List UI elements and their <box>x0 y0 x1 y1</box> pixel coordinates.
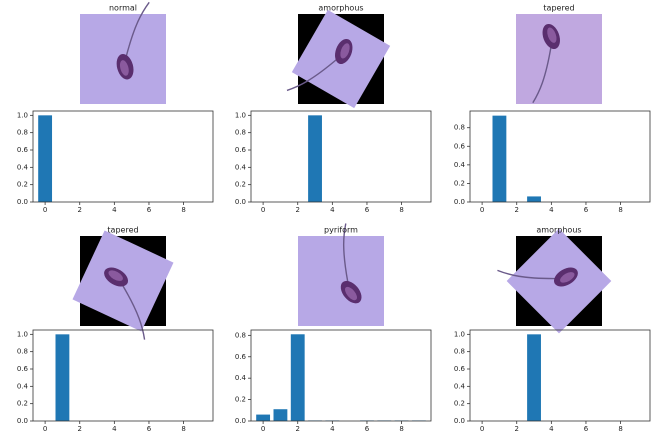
x-tick-label: 4 <box>330 206 335 214</box>
x-tick-label: 6 <box>365 206 370 214</box>
x-tick-label: 4 <box>112 425 117 433</box>
x-tick-label: 2 <box>514 425 518 433</box>
x-tick-label: 0 <box>480 425 484 433</box>
x-tick-label: 4 <box>549 425 554 433</box>
axes-frame <box>470 330 650 421</box>
x-tick-label: 8 <box>618 425 622 433</box>
y-tick-label: 0.0 <box>454 417 465 425</box>
x-tick-label: 8 <box>399 206 403 214</box>
y-tick-label: 0.2 <box>17 400 28 408</box>
x-tick-label: 6 <box>147 206 152 214</box>
y-tick-label: 0.0 <box>454 198 465 206</box>
y-tick-label: 0.6 <box>17 146 29 154</box>
chart-title: tapered <box>107 226 138 235</box>
y-tick-label: 0.6 <box>454 365 466 373</box>
x-tick-label: 8 <box>181 206 185 214</box>
x-tick-label: 6 <box>147 425 152 433</box>
y-tick-label: 0.6 <box>454 142 466 150</box>
axes-frame <box>251 330 431 421</box>
y-tick-label: 1.0 <box>235 111 246 119</box>
y-tick-label: 0.8 <box>235 331 246 339</box>
cell-image <box>497 229 611 334</box>
cell-image <box>298 224 390 326</box>
cell-image <box>287 10 390 108</box>
x-tick-label: 0 <box>261 206 265 214</box>
bar <box>527 334 541 421</box>
y-tick-label: 0.0 <box>17 417 28 425</box>
cell-image <box>509 14 602 104</box>
y-tick-label: 0.4 <box>454 161 466 169</box>
chart-title: normal <box>109 4 137 13</box>
bar <box>274 409 288 421</box>
chart-title: pyriform <box>324 226 358 235</box>
x-tick-label: 2 <box>77 425 81 433</box>
y-tick-label: 0.6 <box>235 353 247 361</box>
x-tick-label: 8 <box>618 206 622 214</box>
y-tick-label: 0.8 <box>235 129 246 137</box>
x-tick-label: 4 <box>549 206 554 214</box>
y-tick-label: 0.0 <box>17 198 28 206</box>
y-tick-label: 1.0 <box>17 111 28 119</box>
x-tick-label: 0 <box>43 206 47 214</box>
x-tick-label: 6 <box>584 425 589 433</box>
y-tick-label: 0.8 <box>17 129 28 137</box>
bar <box>308 115 322 202</box>
bar <box>291 334 305 421</box>
x-tick-label: 8 <box>181 425 185 433</box>
y-tick-label: 0.2 <box>454 179 465 187</box>
bar <box>56 334 70 421</box>
chart-title: amorphous <box>318 4 363 13</box>
y-tick-label: 0.4 <box>235 374 247 382</box>
y-tick-label: 0.8 <box>454 124 465 132</box>
y-tick-label: 0.8 <box>454 348 465 356</box>
x-tick-label: 2 <box>295 425 299 433</box>
x-tick-label: 2 <box>77 206 81 214</box>
cell-image <box>80 2 167 104</box>
bar <box>527 196 541 202</box>
y-tick-label: 0.4 <box>454 382 466 390</box>
y-tick-label: 0.2 <box>235 181 246 189</box>
bar <box>493 116 507 202</box>
x-tick-label: 2 <box>514 206 518 214</box>
figure: normal 0.0 0.2 0.4 0.6 0.8 1.0 0 2 4 6 8 amorphous 0.… <box>0 0 654 434</box>
chart-title: amorphous <box>536 226 581 235</box>
x-tick-label: 4 <box>112 206 117 214</box>
y-tick-label: 0.4 <box>17 382 29 390</box>
y-tick-label: 1.0 <box>17 330 28 338</box>
y-tick-label: 0.6 <box>235 146 247 154</box>
x-tick-label: 6 <box>365 425 370 433</box>
y-tick-label: 1.0 <box>454 330 465 338</box>
y-tick-label: 0.6 <box>17 365 29 373</box>
x-tick-label: 6 <box>584 206 589 214</box>
y-tick-label: 0.8 <box>17 348 28 356</box>
x-tick-label: 0 <box>480 206 484 214</box>
y-tick-label: 0.2 <box>17 181 28 189</box>
x-tick-label: 8 <box>399 425 403 433</box>
cell-image <box>73 231 174 340</box>
y-tick-label: 0.2 <box>454 400 465 408</box>
x-tick-label: 0 <box>43 425 47 433</box>
y-tick-label: 0.4 <box>235 163 247 171</box>
x-tick-label: 0 <box>261 425 265 433</box>
bar <box>38 115 52 202</box>
bar <box>256 415 270 421</box>
y-tick-label: 0.0 <box>235 417 246 425</box>
chart-title: tapered <box>543 4 574 13</box>
axes-frame <box>33 111 213 202</box>
y-tick-label: 0.2 <box>235 396 246 404</box>
x-tick-label: 4 <box>330 425 335 433</box>
y-tick-label: 0.4 <box>17 163 29 171</box>
y-tick-label: 0.0 <box>235 198 246 206</box>
x-tick-label: 2 <box>295 206 299 214</box>
axes-frame <box>251 111 431 202</box>
